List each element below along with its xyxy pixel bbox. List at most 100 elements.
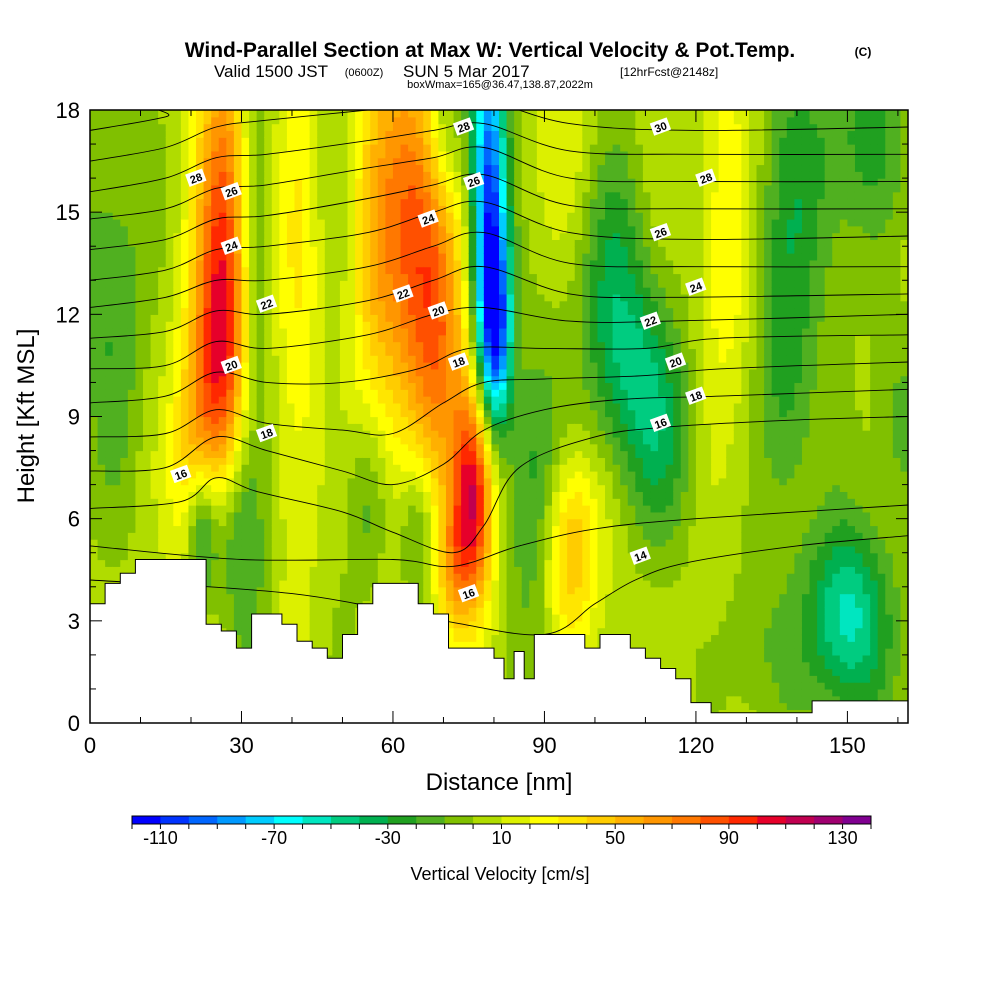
velocity-cell [302,470,311,479]
velocity-cell [97,470,106,479]
velocity-cell [317,110,326,118]
velocity-cell [332,586,341,595]
velocity-cell [377,144,386,152]
velocity-cell [279,375,288,384]
velocity-cell [120,355,129,363]
velocity-cell [188,246,197,254]
velocity-cell [233,552,243,561]
velocity-cell [491,259,500,268]
velocity-cell [286,355,296,363]
velocity-cell [135,498,144,506]
velocity-cell [294,334,303,343]
velocity-cell [279,586,288,595]
velocity-cell [97,212,106,220]
velocity-cell [218,484,227,493]
velocity-cell [491,484,500,493]
velocity-cell [355,150,364,159]
velocity-cell [286,545,296,554]
velocity-cell [241,184,250,193]
velocity-cell [264,436,273,445]
velocity-cell [445,484,455,493]
velocity-cell [461,307,470,315]
velocity-cell [143,423,152,431]
velocity-cell [233,307,243,315]
velocity-cell [264,321,273,329]
velocity-cell [453,205,462,213]
velocity-cell [415,110,424,118]
velocity-cell [90,116,99,125]
velocity-cell [468,341,477,349]
velocity-cell [286,321,296,329]
velocity-cell [188,164,197,172]
velocity-cell [347,307,356,315]
velocity-cell [249,355,258,363]
velocity-cell [453,409,462,418]
velocity-cell [392,477,402,486]
velocity-cell [355,218,364,227]
velocity-cell [445,280,455,288]
velocity-cell [218,191,227,200]
velocity-cell [430,327,439,336]
velocity-cell [483,368,493,377]
velocity-cell [165,273,174,281]
velocity-cell [438,477,447,486]
velocity-cell [385,259,394,268]
velocity-cell [203,327,212,336]
velocity-cell [127,218,137,227]
velocity-cell [438,464,447,472]
velocity-cell [476,620,485,629]
velocity-cell [158,396,167,404]
velocity-cell [317,539,326,547]
velocity-cell [377,396,386,404]
velocity-cell [362,552,371,561]
velocity-cell [317,491,326,499]
velocity-cell [370,409,379,418]
velocity-cell [362,464,371,472]
velocity-cell [294,545,303,554]
velocity-cell [286,123,296,132]
velocity-cell [286,505,296,513]
velocity-cell [150,382,159,390]
velocity-cell [105,566,114,574]
velocity-cell [112,321,121,329]
velocity-cell [400,280,409,288]
velocity-cell [392,130,402,138]
velocity-cell [256,171,265,179]
velocity-cell [461,266,470,275]
velocity-cell [218,477,227,486]
velocity-cell [143,280,152,288]
velocity-cell [105,287,114,295]
velocity-cell [112,518,121,527]
velocity-cell [188,532,197,540]
velocity-cell [385,450,394,458]
velocity-cell [377,232,386,241]
velocity-cell [400,457,409,465]
velocity-cell [279,450,288,458]
velocity-cell [120,259,129,268]
velocity-cell [127,130,137,138]
velocity-cell [241,157,250,166]
velocity-cell [112,232,121,241]
velocity-cell [317,164,326,172]
velocity-cell [158,116,167,125]
velocity-cell [408,430,417,438]
velocity-cell [302,477,311,486]
velocity-cell [332,491,341,499]
velocity-cell [112,280,121,288]
velocity-cell [461,634,470,642]
velocity-cell [211,362,220,370]
velocity-cell [286,280,296,288]
velocity-cell [362,505,371,513]
velocity-cell [461,239,470,247]
velocity-cell [256,321,265,329]
velocity-cell [453,178,462,186]
velocity-cell [279,464,288,472]
velocity-cell [355,573,364,581]
velocity-cell [302,579,311,588]
velocity-cell [453,382,462,390]
velocity-cell [294,566,303,574]
velocity-cell [241,627,250,636]
velocity-cell [233,164,243,172]
velocity-cell [476,423,485,431]
velocity-cell [196,511,205,520]
